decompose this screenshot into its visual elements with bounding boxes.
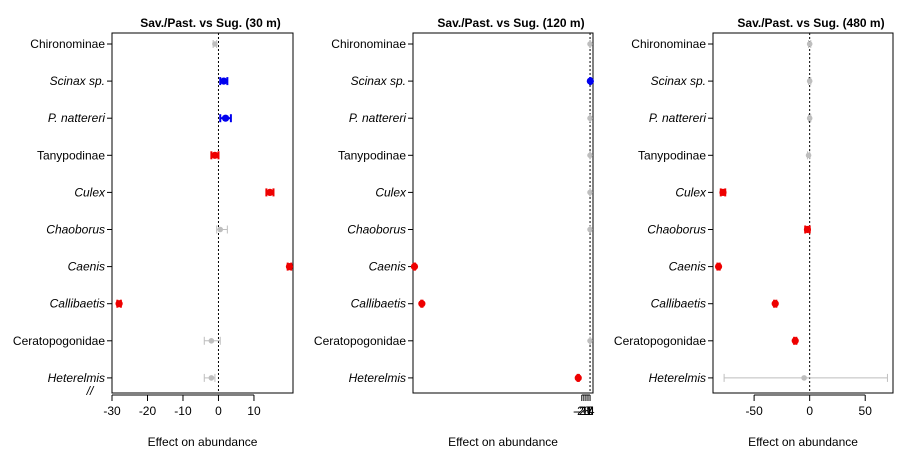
x-axis-label: Effect on abundance (448, 435, 558, 449)
x-axis-label: Effect on abundance (148, 435, 258, 449)
x-axis-label: Effect on abundance (748, 435, 858, 449)
estimate-point (208, 338, 215, 344)
category-label: Tanypodinae (338, 148, 406, 162)
estimate-point (266, 188, 274, 196)
category-label: Callibaetis (50, 297, 105, 311)
plot-frame (111, 32, 294, 394)
plot-frame (712, 32, 894, 394)
category-label: P. nattereri (649, 111, 706, 125)
x-tick-label: -28 (573, 404, 591, 418)
category-label: Chaoborus (347, 223, 406, 237)
category-label: P. nattereri (48, 111, 105, 125)
x-tick-label: 50 (859, 404, 873, 418)
category-label: Tanypodinae (638, 148, 706, 162)
estimate-point (587, 189, 593, 196)
estimate-point (806, 78, 813, 84)
category-label: Culex (74, 185, 106, 199)
estimate-point (587, 338, 593, 344)
estimate-point (586, 77, 594, 85)
category-label: Caenis (68, 260, 105, 274)
category-label: Chironominae (30, 37, 105, 51)
category-label: Caenis (369, 260, 406, 274)
estimate-point (221, 114, 230, 122)
estimate-point (714, 263, 723, 271)
category-label: Heterelmis (349, 371, 406, 385)
x-tick-label: 0 (215, 404, 222, 418)
category-label: Callibaetis (651, 297, 706, 311)
estimate-point (208, 375, 215, 381)
estimate-point (217, 226, 224, 233)
axis-break-mark: // (86, 384, 95, 398)
estimate-point (211, 151, 219, 159)
category-label: Scinax sp. (50, 74, 105, 88)
category-label: Tanypodinae (37, 148, 105, 162)
estimate-point (587, 41, 593, 47)
x-tick-label: -50 (745, 404, 763, 418)
plot-frame (412, 32, 594, 394)
category-label: Ceratopogonidae (314, 334, 406, 348)
category-label: Scinax sp. (651, 74, 706, 88)
estimate-point (587, 115, 593, 121)
category-label: Chaoborus (46, 223, 105, 237)
category-label: Chironominae (631, 37, 706, 51)
category-label: Heterelmis (649, 371, 706, 385)
estimate-point (418, 300, 426, 308)
estimate-point (587, 226, 593, 233)
estimate-point (574, 374, 582, 382)
x-tick-label: -21 (575, 404, 593, 418)
panel-2: Sav./Past. vs Sug. (120 m) Chironominae Sc… (314, 16, 595, 449)
x-tick-label: -14 (577, 404, 595, 418)
estimate-point (771, 300, 779, 308)
estimate-point (115, 300, 123, 308)
chart-title: Sav./Past. vs Sug. (30 m) (140, 16, 281, 30)
chart-title: Sav./Past. vs Sug. (480 m) (737, 16, 884, 30)
estimate-point (212, 41, 218, 47)
category-label: Callibaetis (351, 297, 406, 311)
estimate-point (410, 263, 419, 271)
category-label: Culex (675, 185, 707, 199)
estimate-point (806, 41, 813, 47)
x-tick-label: 0 (587, 404, 594, 418)
x-tick-label: -10 (174, 404, 192, 418)
category-label: Chaoborus (647, 223, 706, 237)
estimate-point (806, 115, 813, 121)
x-tick-label: -20 (139, 404, 157, 418)
category-label: Ceratopogonidae (13, 334, 105, 348)
x-tick-label: -30 (103, 404, 121, 418)
category-label: Heterelmis (48, 371, 105, 385)
category-label: Chironominae (331, 37, 406, 51)
x-tick-label: 10 (247, 404, 261, 418)
estimate-point (803, 225, 812, 234)
estimate-point (285, 263, 294, 271)
category-label: Ceratopogonidae (614, 334, 706, 348)
estimate-point (220, 77, 228, 85)
panel-1: Sav./Past. vs Sug. (30 m) Chironominae Sci… (13, 16, 294, 449)
category-label: Scinax sp. (351, 74, 406, 88)
estimate-point (805, 152, 812, 159)
category-label: Culex (375, 185, 407, 199)
panel-3: Sav./Past. vs Sug. (480 m) Chironominae Sc… (614, 16, 894, 449)
x-tick-label: 0 (806, 404, 813, 418)
estimate-point (587, 152, 593, 159)
estimate-point (801, 375, 807, 381)
category-label: P. nattereri (349, 111, 406, 125)
estimate-point (791, 337, 799, 345)
estimate-point (719, 188, 727, 196)
chart-title: Sav./Past. vs Sug. (120 m) (437, 16, 584, 30)
x-tick-label: -7 (583, 404, 594, 418)
category-label: Caenis (669, 260, 706, 274)
